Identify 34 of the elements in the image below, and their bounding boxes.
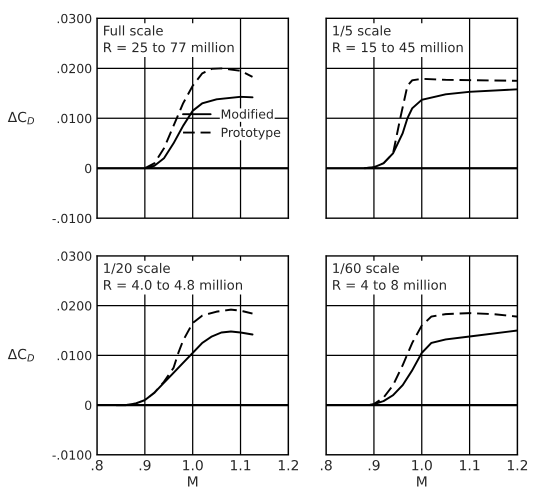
- y-tick-label: .0200: [58, 64, 92, 74]
- y-tick-label: -.0100: [52, 450, 92, 460]
- y-tick-label: .0300: [58, 251, 92, 261]
- x-tick-label: .8: [92, 460, 103, 470]
- y-axis-title: ΔC$_{D}$: [8, 348, 34, 362]
- annotation: Full scale: [104, 25, 163, 36]
- x-tick-label: .9: [140, 460, 151, 470]
- legend-label: Prototype: [222, 128, 280, 140]
- y-tick-label: 0: [85, 164, 92, 174]
- y-axis-title: ΔC$_{D}$: [8, 112, 34, 124]
- annotation: R = 25 to 77 million: [104, 42, 234, 52]
- x-axis-title: M: [188, 476, 198, 486]
- annotation: 1/5 scale: [333, 25, 391, 37]
- legend-label: Modified: [222, 109, 273, 119]
- y-tick-label: .0300: [58, 14, 92, 24]
- x-tick-label: 1.1: [460, 460, 480, 470]
- x-tick-label: 1.2: [278, 460, 298, 470]
- y-tick-label: .0100: [58, 350, 92, 360]
- x-axis-title: M: [417, 476, 426, 486]
- y-tick-label: .0200: [58, 301, 92, 311]
- x-tick-label: .9: [368, 460, 380, 470]
- x-tick-label: 1.2: [508, 460, 528, 470]
- annotation: R = 4.0 to 4.8 million: [104, 280, 242, 290]
- annotation: 1/60 scale: [333, 262, 399, 274]
- x-tick-label: 1.1: [231, 460, 250, 470]
- x-tick-label: 1.0: [183, 460, 203, 470]
- annotation: 1/20 scale: [104, 262, 170, 274]
- x-tick-label: 1.0: [412, 460, 432, 470]
- y-tick-label: -.0100: [52, 214, 92, 224]
- x-tick-label: .8: [320, 460, 332, 470]
- annotation: R = 4 to 8 million: [333, 280, 446, 290]
- y-tick-label: 0: [85, 400, 92, 410]
- annotation: R = 15 to 45 million: [333, 42, 463, 52]
- y-tick-label: .0100: [58, 114, 92, 124]
